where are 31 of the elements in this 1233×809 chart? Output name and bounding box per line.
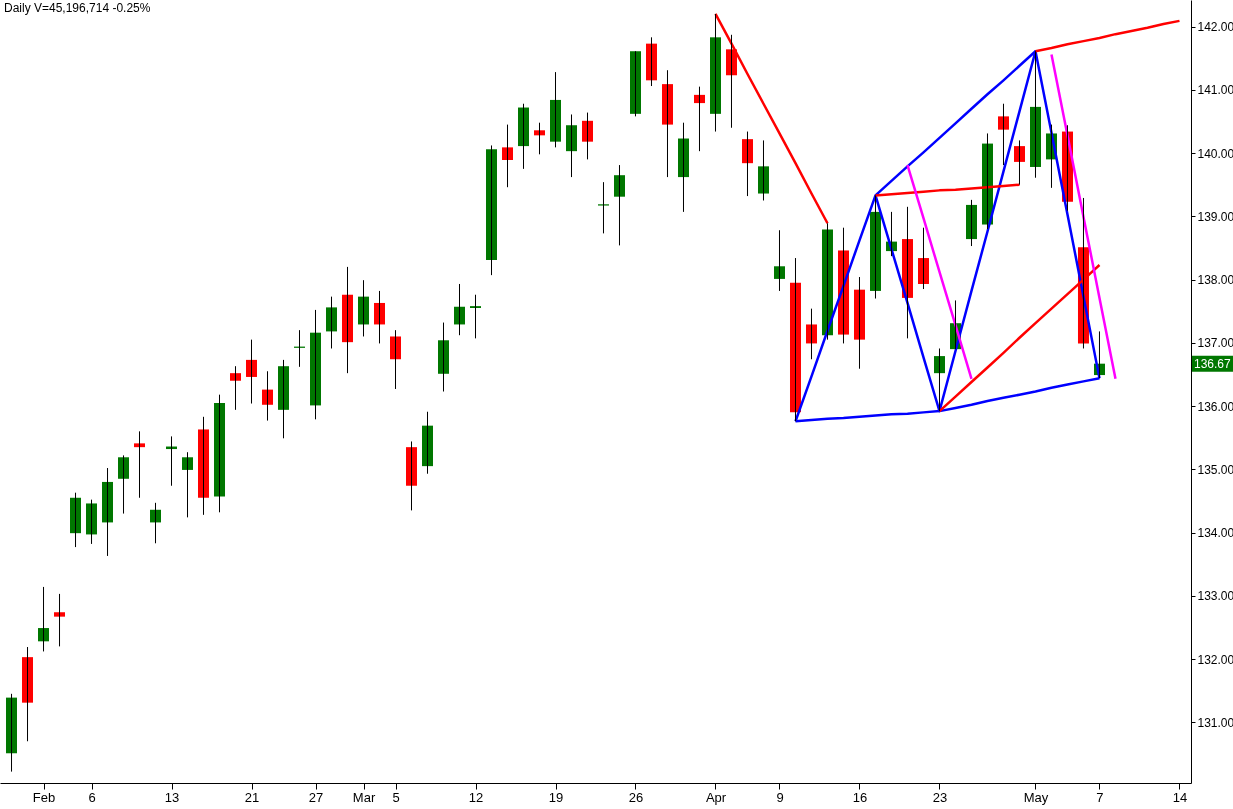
x-tick-label: Feb <box>32 789 56 805</box>
text: 136.67 <box>1194 356 1232 371</box>
y-tick-label: 135.00 <box>1197 462 1233 477</box>
x-tick-label: 6 <box>88 789 96 805</box>
x-tick-label: 13 <box>164 789 180 805</box>
x-tick-label: 23 <box>932 789 948 805</box>
y-tick-label: 132.00 <box>1197 652 1233 667</box>
y-tick-label: 136.00 <box>1197 399 1233 414</box>
x-tick-label: 21 <box>244 789 260 805</box>
x-tick-label: 27 <box>308 789 324 805</box>
x-tick-label: 19 <box>548 789 564 805</box>
y-tick-label: 131.00 <box>1197 715 1233 730</box>
x-tick-label: 12 <box>468 789 484 805</box>
y-tick-label: 142.00 <box>1197 20 1233 35</box>
x-tick-label: 9 <box>776 789 784 805</box>
y-tick-label: 139.00 <box>1197 209 1233 224</box>
x-tick-label: 26 <box>628 789 644 805</box>
y-tick-label: 133.00 <box>1197 589 1233 604</box>
x-tick-label: May <box>1023 789 1049 805</box>
y-tick-label: 134.00 <box>1197 526 1233 541</box>
x-tick-label: 7 <box>1096 789 1104 805</box>
x-tick-label: 16 <box>852 789 868 805</box>
x-tick-label: Apr <box>705 789 727 805</box>
x-tick-label: 14 <box>1172 789 1188 805</box>
x-tick-label: Mar <box>352 789 376 805</box>
y-tick-label: 141.00 <box>1197 83 1233 98</box>
y-tick-label: 137.00 <box>1197 336 1233 351</box>
y-tick-label: 138.00 <box>1197 273 1233 288</box>
y-tick-label: 140.00 <box>1197 146 1233 161</box>
chart-title: Daily V=45,196,714 -0.25% <box>4 1 151 15</box>
x-tick-label: 5 <box>392 789 400 805</box>
